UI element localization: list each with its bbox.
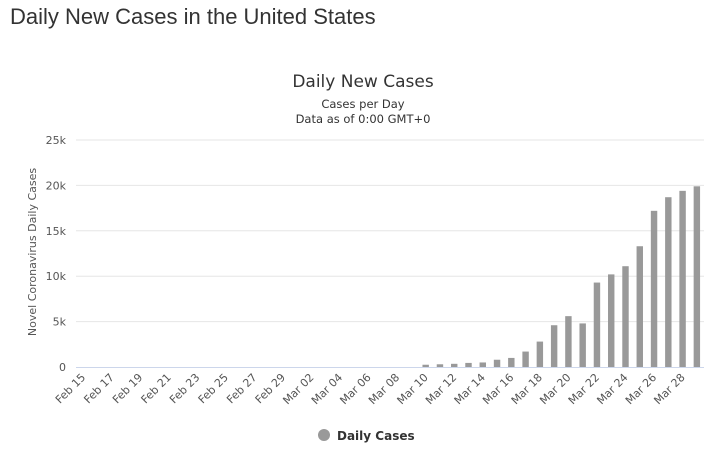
x-tick-label: Feb 17: [81, 371, 116, 406]
x-tick-label: Mar 04: [309, 371, 345, 407]
bar[interactable]: [436, 364, 444, 367]
bar[interactable]: [593, 282, 601, 367]
bar[interactable]: [579, 323, 586, 367]
x-tick-label: Mar 28: [651, 371, 687, 407]
bar[interactable]: [536, 341, 544, 367]
bar[interactable]: [493, 359, 501, 367]
bar[interactable]: [479, 362, 486, 367]
bar[interactable]: [422, 364, 429, 367]
chart-subtitle: Cases per Day: [321, 97, 404, 111]
x-tick-label: Feb 25: [196, 371, 231, 406]
bar[interactable]: [636, 246, 643, 367]
x-tick-label: Mar 20: [537, 371, 573, 407]
bar[interactable]: [565, 316, 572, 367]
x-tick-label: Mar 02: [280, 371, 316, 407]
bar[interactable]: [508, 357, 515, 367]
x-tick-label: Feb 21: [139, 371, 174, 406]
bar-series: [422, 186, 701, 367]
x-tick-label: Mar 14: [452, 371, 488, 407]
y-axis-label: Novel Coronavirus Daily Cases: [26, 168, 39, 336]
bar[interactable]: [465, 362, 472, 367]
x-tick-label: Feb 23: [167, 371, 202, 406]
bar[interactable]: [693, 186, 701, 367]
x-tick-label: Mar 06: [337, 371, 373, 407]
page-heading: Daily New Cases in the United States: [10, 4, 376, 29]
x-tick-label: Mar 18: [509, 371, 545, 407]
x-tick-label: Mar 10: [395, 371, 431, 407]
y-tick-label: 5k: [53, 316, 67, 329]
y-tick-label: 0: [59, 361, 66, 374]
x-tick-label: Mar 24: [594, 371, 630, 407]
legend-marker: [318, 429, 330, 441]
x-tick-label: Mar 16: [480, 371, 516, 407]
bar[interactable]: [679, 190, 686, 367]
legend[interactable]: Daily Cases: [318, 429, 415, 443]
bar[interactable]: [608, 274, 615, 367]
y-tick-label: 15k: [46, 225, 67, 238]
bar[interactable]: [650, 210, 658, 367]
bar[interactable]: [665, 197, 672, 367]
x-tick-label: Mar 12: [423, 371, 459, 407]
bar[interactable]: [522, 351, 529, 367]
legend-label: Daily Cases: [337, 429, 415, 443]
x-tick-label: Feb 27: [224, 371, 259, 406]
y-tick-label: 20k: [46, 179, 67, 192]
bar[interactable]: [550, 325, 558, 367]
x-tick-label: Feb 19: [110, 371, 145, 406]
y-axis-ticks: 0 5k 10k 15k 20k 25k: [46, 134, 67, 374]
y-tick-label: 10k: [46, 270, 67, 283]
y-tick-label: 25k: [46, 134, 67, 147]
chart-subtitle-date: Data as of 0:00 GMT+0: [296, 112, 431, 126]
chart-title: Daily New Cases: [292, 72, 434, 92]
x-tick-label: Feb 15: [53, 371, 88, 406]
x-tick-label: Mar 26: [623, 371, 659, 407]
x-tick-label: Mar 22: [566, 371, 602, 407]
bar[interactable]: [451, 363, 458, 367]
x-tick-label: Mar 08: [366, 371, 402, 407]
bar[interactable]: [622, 266, 629, 367]
